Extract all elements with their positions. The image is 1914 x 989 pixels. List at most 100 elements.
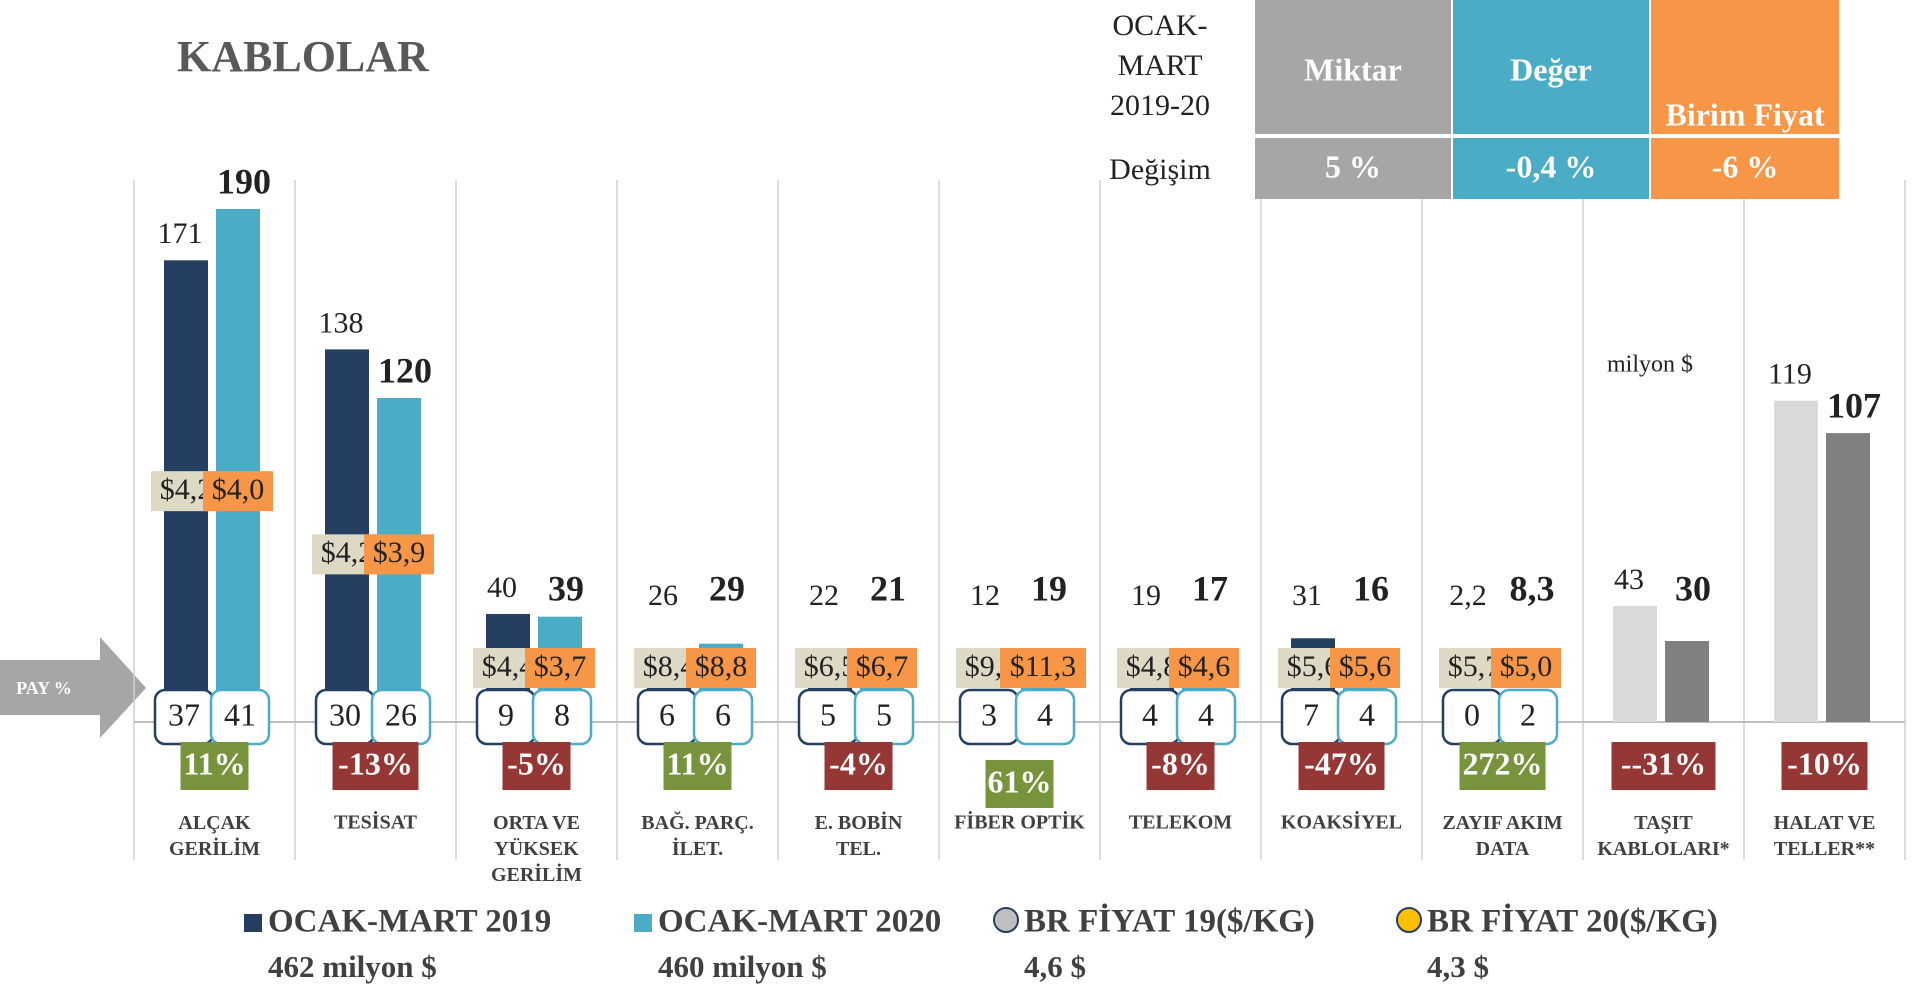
x-tick-label: E. BOBİN TEL. <box>815 810 903 860</box>
share-label: 7 <box>1303 696 1319 732</box>
value-label: 120 <box>378 350 432 390</box>
price-box <box>1000 648 1086 688</box>
x-tick-label: TESİSAT <box>334 810 418 834</box>
value-label: 26 <box>648 579 678 612</box>
x-tick-label: ZAYIF AKIM DATA <box>1442 812 1562 860</box>
change-box <box>1146 742 1215 790</box>
change-box <box>1781 742 1868 790</box>
change-label: 272% <box>1463 745 1543 781</box>
price-box <box>1330 648 1400 688</box>
share-label: 2 <box>1520 696 1536 732</box>
legend-swatch <box>634 914 652 932</box>
value-label: 171 <box>158 217 203 250</box>
value-label: 190 <box>217 161 271 201</box>
legend-label: OCAK-MART 2019 <box>268 904 551 940</box>
change-label: 61% <box>988 763 1052 799</box>
legend-note: 460 milyon $ <box>658 949 827 984</box>
share-arrow <box>0 637 146 738</box>
change-box <box>180 742 249 790</box>
x-tick-label: HALAT VE TELLER** <box>1774 812 1876 860</box>
value-label: 19 <box>1031 568 1067 608</box>
change-label: -47% <box>1304 745 1379 781</box>
value-label: 31 <box>1292 579 1322 612</box>
share-label: 0 <box>1464 696 1480 732</box>
value-label: 17 <box>1192 568 1228 608</box>
x-tick-label: KOAKSİYEL <box>1281 810 1402 834</box>
x-tick-label: TAŞIT KABLOLARI* <box>1597 812 1729 860</box>
legend-marker <box>993 907 1019 933</box>
bar <box>216 209 260 722</box>
change-label: -10% <box>1787 745 1862 781</box>
value-label: 12 <box>970 579 1000 612</box>
price-label: $3,9 <box>373 536 426 569</box>
price-label: $5,0 <box>1500 650 1553 683</box>
legend-note: 462 milyon $ <box>268 949 437 984</box>
summary-column-name: Birim Fiyat <box>1665 96 1824 132</box>
price-label: $3,7 <box>534 650 587 683</box>
change-label: -13% <box>338 745 413 781</box>
bar <box>1774 400 1818 722</box>
change-box <box>985 760 1054 808</box>
value-label: 29 <box>709 568 745 608</box>
value-label: 39 <box>548 568 584 608</box>
price-box <box>525 648 595 688</box>
share-label: 6 <box>659 696 675 732</box>
price-label: $11,3 <box>1010 650 1076 683</box>
change-label: -4% <box>829 745 888 781</box>
price-label: $6,7 <box>856 650 909 683</box>
x-tick-label: FİBER OPTİK <box>954 810 1085 834</box>
value-label: 8,3 <box>1510 568 1555 608</box>
change-box <box>663 742 732 790</box>
share-label: 6 <box>715 696 731 732</box>
summary-column-name: Değer <box>1510 51 1592 87</box>
share-label: 8 <box>554 696 570 732</box>
summary-header-cell <box>1651 0 1839 134</box>
value-label: 40 <box>487 571 517 604</box>
value-label: 22 <box>809 579 839 612</box>
change-label: --31% <box>1621 745 1706 781</box>
x-tick-label: BAĞ. PARÇ. İLET. <box>641 810 753 860</box>
value-label: 19 <box>1131 579 1161 612</box>
share-label: 4 <box>1037 696 1053 732</box>
share-label: 5 <box>876 696 892 732</box>
share-label: 3 <box>981 696 997 732</box>
change-box <box>824 742 893 790</box>
share-label: 26 <box>385 696 417 732</box>
summary-value: -0,4 % <box>1506 148 1597 184</box>
value-label: 119 <box>1768 358 1812 391</box>
share-label: 37 <box>168 696 200 732</box>
share-label: 5 <box>820 696 836 732</box>
bar <box>1665 641 1709 722</box>
summary-column-name: Miktar <box>1304 51 1402 87</box>
share-label: PAY % <box>16 678 72 698</box>
change-box <box>332 742 419 790</box>
value-label: 43 <box>1614 563 1644 596</box>
bar <box>1826 433 1870 722</box>
summary-header-cell <box>1255 0 1451 134</box>
unit-label: milyon $ <box>1607 352 1693 378</box>
price-box <box>686 648 756 688</box>
summary-value-cell <box>1651 138 1839 199</box>
price-label: $4,0 <box>212 473 265 506</box>
bar <box>1613 605 1657 722</box>
share-label: 41 <box>224 696 256 732</box>
change-label: -8% <box>1151 745 1210 781</box>
x-tick-label: TELEKOM <box>1129 812 1232 834</box>
legend-swatch <box>244 914 262 932</box>
legend-marker <box>1396 907 1422 933</box>
change-box <box>502 742 571 790</box>
legend-label: OCAK-MART 2020 <box>658 904 941 940</box>
change-box <box>1459 742 1546 790</box>
summary-value: 5 % <box>1325 148 1381 184</box>
share-label: 4 <box>1359 696 1375 732</box>
summary-value-cell <box>1255 138 1451 199</box>
share-box <box>1014 688 1076 746</box>
summary-header: OCAK-MART 2019-20 <box>1110 9 1210 122</box>
price-box <box>203 471 273 512</box>
change-label: -5% <box>507 745 566 781</box>
x-tick-label: ALÇAK GERİLİM <box>169 812 260 860</box>
change-label: 11% <box>666 745 728 781</box>
summary-row-label: Değişim <box>1109 153 1211 186</box>
summary-value: -6 % <box>1712 148 1779 184</box>
